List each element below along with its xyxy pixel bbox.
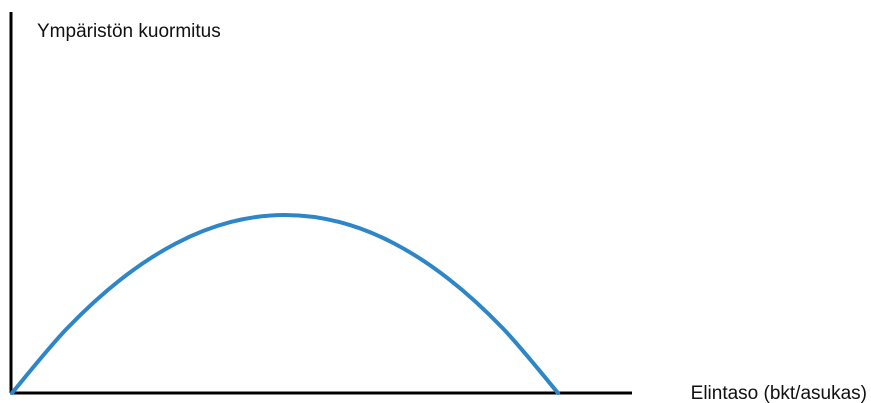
x-axis-label: Elintaso (bkt/asukas)	[691, 383, 867, 403]
y-axis-label: Ympäristön kuormitus	[37, 21, 221, 42]
series-line-0	[10, 213, 560, 395]
series-layer	[10, 213, 560, 395]
